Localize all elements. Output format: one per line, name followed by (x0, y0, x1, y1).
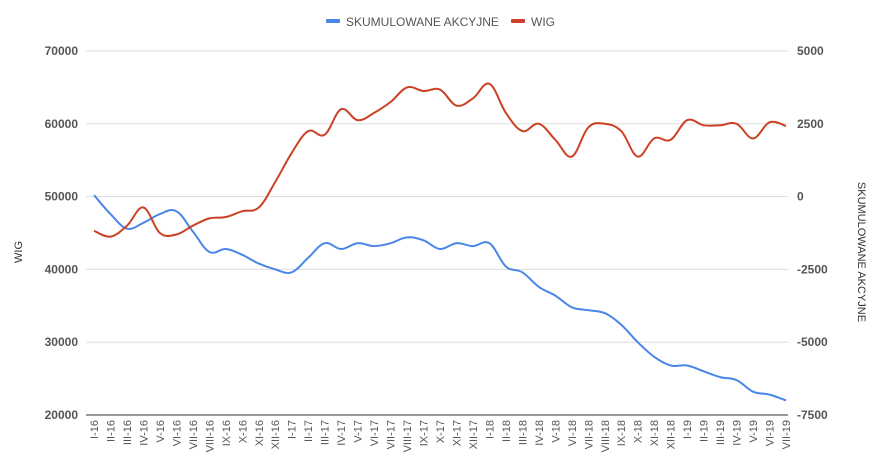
x-tick-label: I-17 (287, 420, 299, 439)
y-left-tick-label: 60000 (45, 117, 79, 131)
x-tick-label: III-18 (517, 420, 529, 445)
x-tick-label: IX-17 (419, 420, 431, 446)
x-tick-label: XII-16 (270, 420, 282, 449)
x-tick-label: X-17 (435, 420, 447, 443)
series-line-wig (93, 82, 787, 238)
y-left-tick-label: 20000 (45, 408, 79, 422)
x-tick-label: II-18 (501, 420, 513, 442)
x-tick-label: X-16 (237, 420, 249, 443)
y-right-tick-label: 0 (797, 190, 804, 204)
x-tick-label: III-19 (715, 420, 727, 445)
x-tick-label: IV-19 (732, 420, 744, 446)
x-tick-label: II-17 (303, 420, 315, 442)
x-tick-label: XI-16 (254, 420, 266, 446)
x-tick-label: V-17 (353, 420, 365, 443)
x-tick-label: VII-17 (386, 420, 398, 449)
y-left-tick-label: 70000 (45, 44, 79, 58)
x-tick-label: III-17 (320, 420, 332, 445)
x-tick-label: II-16 (105, 420, 117, 442)
y-right-tick-label: 2500 (797, 117, 824, 131)
legend-label-skumulowane[interactable]: SKUMULOWANE AKCYJNE (346, 15, 499, 29)
x-tick-label: IX-16 (221, 420, 233, 446)
y-axis-right-title: SKUMULOWANE AKCYJNE (855, 182, 867, 322)
x-tick-label: V-16 (155, 420, 167, 443)
y-axis-left-ticks: 20000 30000 40000 50000 60000 70000 (45, 44, 79, 422)
legend-swatch-wig (511, 19, 525, 23)
x-tick-label: V-18 (550, 420, 562, 443)
x-tick-label: I-18 (484, 420, 496, 439)
x-tick-label: V-19 (748, 420, 760, 443)
x-tick-label: IV-17 (336, 420, 348, 446)
x-tick-label: VII-18 (583, 420, 595, 449)
x-axis-ticks: I-16 II-16 III-16 IV-16 V-16 VI-16 VII-16 VIII-… (89, 420, 793, 452)
x-tick-label: VI-16 (171, 420, 183, 446)
y-left-tick-label: 30000 (45, 335, 79, 349)
x-tick-label: XI-17 (451, 420, 463, 446)
x-tick-label: III-16 (122, 420, 134, 445)
x-tick-label: VI-17 (369, 420, 381, 446)
y-right-tick-label: -2500 (797, 262, 828, 276)
x-tick-label: XII-18 (666, 420, 678, 449)
series-lines (93, 82, 787, 402)
x-tick-label: XI-18 (649, 420, 661, 446)
x-tick-label: I-16 (89, 420, 101, 439)
x-tick-label: X-18 (633, 420, 645, 443)
x-tick-label: XII-17 (468, 420, 480, 449)
x-tick-label: IV-18 (534, 420, 546, 446)
y-axis-right-ticks: -7500 -5000 -2500 0 2500 5000 (797, 44, 828, 422)
x-tick-label: VIII-17 (402, 420, 414, 452)
legend-label-wig[interactable]: WIG (531, 15, 555, 29)
x-tick-label: IX-18 (616, 420, 628, 446)
series-line-skumulowane (93, 194, 787, 402)
y-right-tick-label: -7500 (797, 408, 828, 422)
y-left-tick-label: 50000 (45, 190, 79, 204)
gridlines (86, 50, 788, 416)
legend[interactable]: SKUMULOWANE AKCYJNE WIG (326, 15, 555, 29)
y-left-tick-label: 40000 (45, 262, 79, 276)
x-tick-label: VI-19 (765, 420, 777, 446)
y-axis-left-title: WIG (13, 241, 25, 263)
x-tick-label: I-19 (682, 420, 694, 439)
x-tick-label: IV-16 (138, 420, 150, 446)
y-right-tick-label: 5000 (797, 44, 824, 58)
x-tick-label: VII-19 (781, 420, 793, 449)
x-tick-label: VIII-18 (600, 420, 612, 452)
x-tick-label: VI-18 (567, 420, 579, 446)
y-right-tick-label: -5000 (797, 335, 828, 349)
x-tick-label: II-19 (699, 420, 711, 442)
legend-swatch-skumulowane (326, 19, 340, 23)
x-tick-label: VII-16 (188, 420, 200, 449)
x-tick-label: VIII-16 (204, 420, 216, 452)
